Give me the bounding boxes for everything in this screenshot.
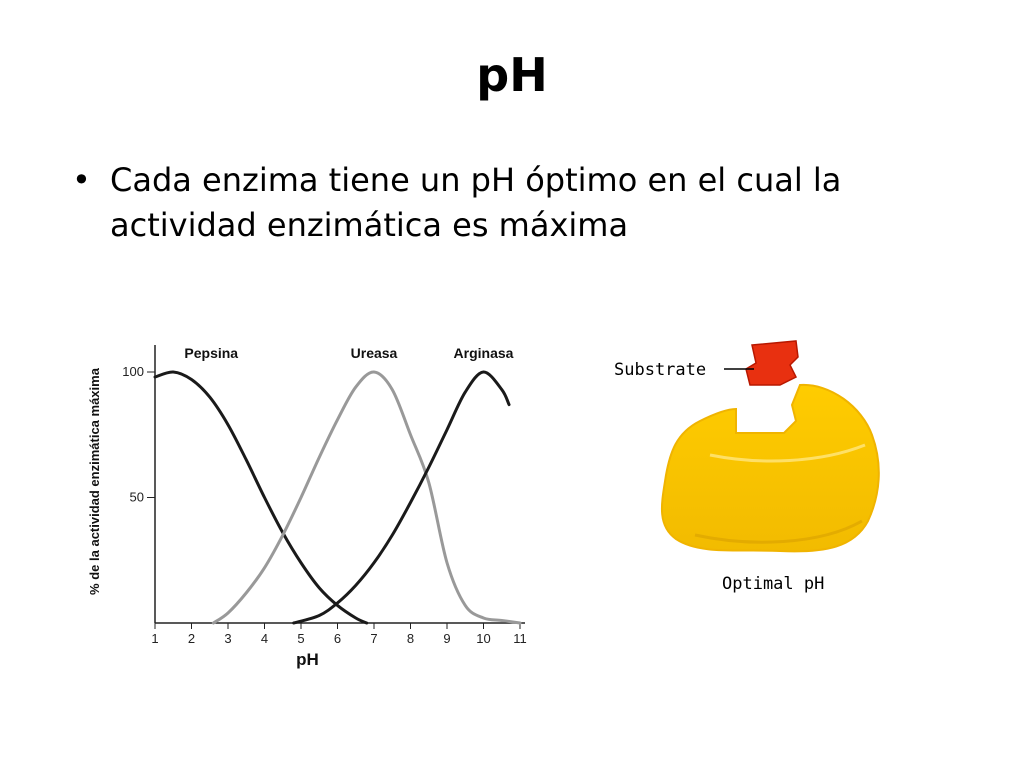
- chart-axes: 1 2 3 4 5 6 7 8 9 10 11 50 100: [122, 345, 527, 646]
- bullet-item: • Cada enzima tiene un pH óptimo en el c…: [72, 158, 972, 248]
- slide-title: pH: [476, 48, 548, 102]
- enzyme-shadow: [694, 519, 863, 544]
- series-label-pepsina: Pepsina: [184, 345, 238, 361]
- x-tick-label: 7: [370, 631, 377, 646]
- series-label-ureasa: Ureasa: [351, 345, 398, 361]
- enzyme-activity-chart: 1 2 3 4 5 6 7 8 9 10 11 50 100 pH % de la actividad e…: [87, 345, 527, 669]
- enzyme-highlight: [709, 443, 866, 463]
- x-tick-label: 6: [334, 631, 341, 646]
- optimal-ph-caption: Optimal pH: [722, 574, 824, 594]
- substrate-molecule: [745, 340, 799, 386]
- x-tick-label: 5: [297, 631, 304, 646]
- series-line-pepsina: [153, 370, 369, 625]
- bullet-list: • Cada enzima tiene un pH óptimo en el c…: [72, 158, 972, 248]
- chart-series: [153, 370, 522, 625]
- x-tick-label: 4: [261, 631, 268, 646]
- enzyme-illustration: Substrate Optimal pH: [614, 340, 880, 594]
- enzyme-body: [660, 383, 880, 553]
- bullet-dot: •: [72, 161, 91, 199]
- x-tick-label: 11: [513, 631, 527, 646]
- x-tick-label: 8: [407, 631, 414, 646]
- series-line-arginasa: [292, 370, 511, 625]
- y-axis-label: % de la actividad enzimática máxima: [87, 367, 102, 595]
- series-line-ureasa: [211, 370, 522, 625]
- x-axis-label: pH: [296, 650, 319, 669]
- substrate-label: Substrate: [614, 360, 706, 380]
- y-tick-label: 50: [130, 490, 144, 505]
- y-tick-label: 100: [122, 364, 144, 379]
- x-tick-label: 3: [224, 631, 231, 646]
- series-label-arginasa: Arginasa: [454, 345, 514, 361]
- x-tick-label: 2: [188, 631, 195, 646]
- bullet-text: Cada enzima tiene un pH óptimo en el cua…: [110, 161, 842, 244]
- chart-labels: pH % de la actividad enzimática máxima Pep…: [87, 345, 514, 669]
- x-tick-label: 10: [476, 631, 490, 646]
- x-tick-label: 1: [151, 631, 158, 646]
- x-tick-label: 9: [443, 631, 450, 646]
